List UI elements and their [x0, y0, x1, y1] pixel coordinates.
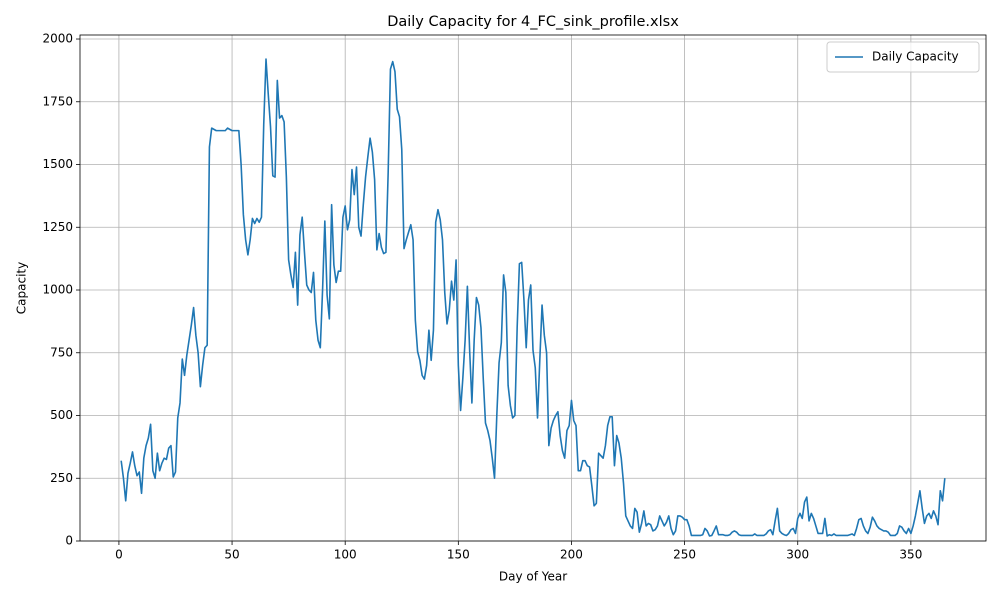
x-tick-label: 150	[447, 548, 470, 562]
x-tick-label: 200	[560, 548, 583, 562]
y-tick-label: 2000	[42, 32, 73, 46]
chart-title: Daily Capacity for 4_FC_sink_profile.xls…	[387, 14, 679, 30]
y-tick-label: 1000	[42, 283, 73, 297]
legend-box	[826, 41, 980, 73]
x-tick-label: 250	[673, 548, 696, 562]
x-tick-label: 300	[786, 548, 809, 562]
y-tick-label: 1750	[42, 94, 73, 108]
y-tick-label: 750	[50, 345, 73, 359]
x-axis-label: Day of Year	[499, 570, 567, 584]
legend: Daily Capacity	[826, 41, 980, 73]
legend-label: Daily Capacity	[872, 50, 959, 64]
y-tick-label: 1250	[42, 220, 73, 234]
y-tick-label: 250	[50, 471, 73, 485]
plot-frame	[79, 34, 987, 542]
x-tick-label: 50	[224, 548, 239, 562]
y-tick-label: 0	[65, 534, 73, 548]
y-tick-label: 1500	[42, 157, 73, 171]
x-tick-label: 100	[334, 548, 357, 562]
y-axis-label: Capacity	[15, 262, 29, 314]
data-line	[120, 58, 946, 537]
x-tick-label: 350	[899, 548, 922, 562]
y-tick-label: 500	[50, 408, 73, 422]
x-tick-label: 0	[115, 548, 123, 562]
